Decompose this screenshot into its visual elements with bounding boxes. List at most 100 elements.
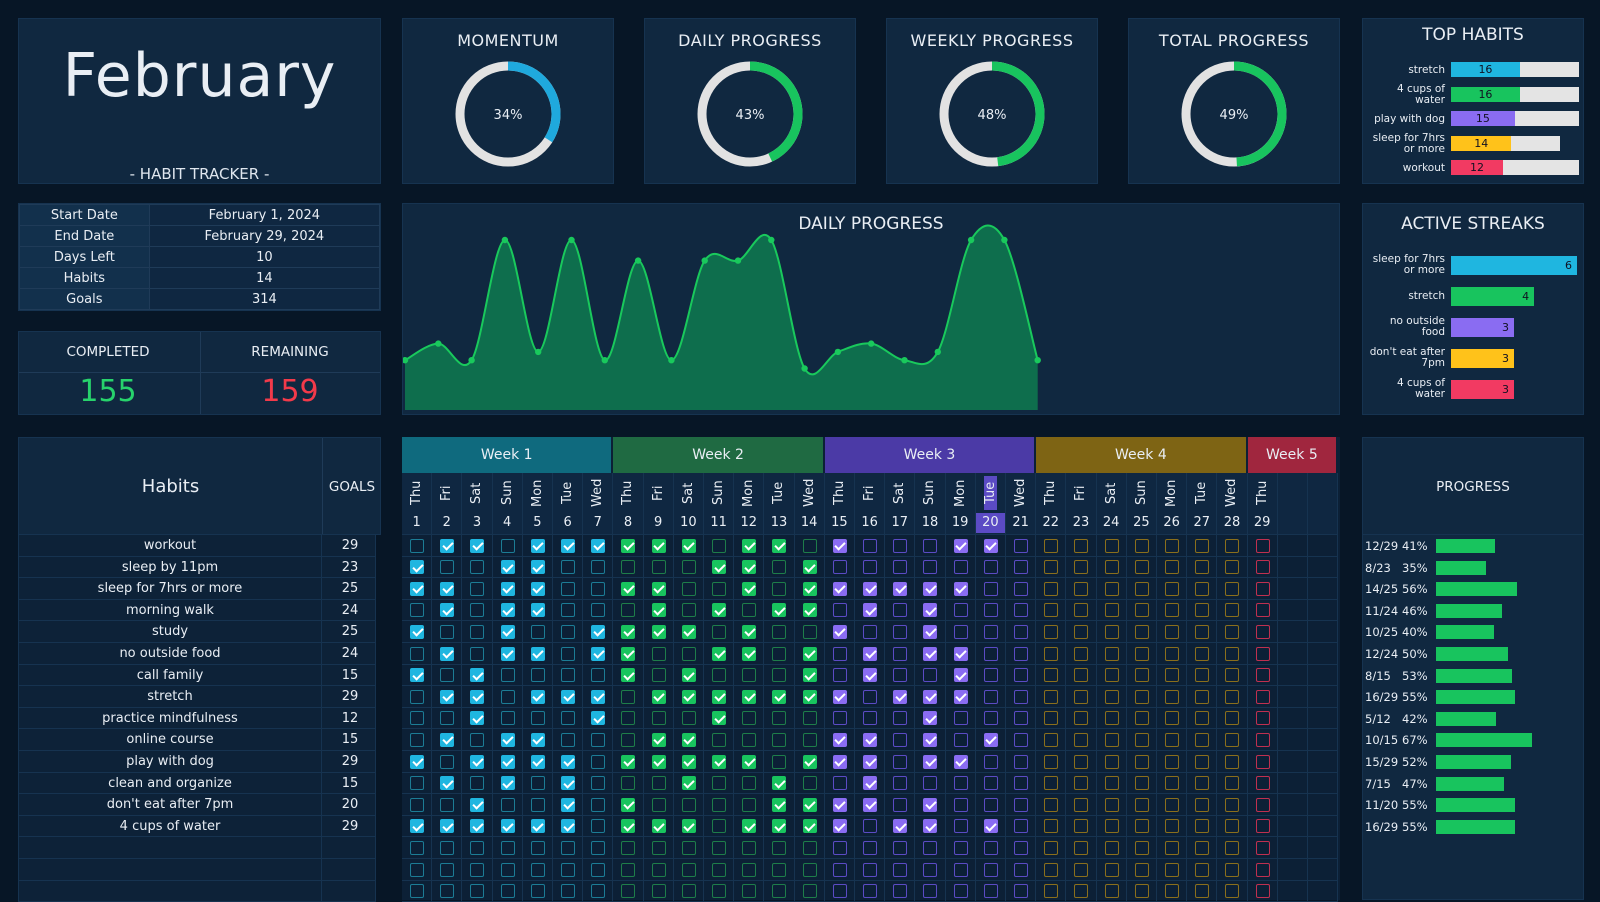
habit-checkbox[interactable] [591, 646, 606, 661]
habit-checkbox[interactable] [500, 776, 515, 791]
habit-checkbox[interactable] [863, 646, 877, 661]
habit-checkbox[interactable] [1195, 560, 1210, 575]
habit-checkbox[interactable] [742, 797, 757, 812]
habit-checkbox[interactable] [1014, 732, 1028, 747]
habit-checkbox[interactable] [742, 538, 757, 553]
habit-checkbox[interactable] [1014, 819, 1028, 834]
habit-checkbox[interactable] [651, 581, 666, 596]
habit-checkbox[interactable] [772, 797, 787, 812]
habit-checkbox[interactable] [983, 538, 998, 553]
habit-checkbox[interactable] [440, 560, 455, 575]
habit-checkbox[interactable] [1104, 840, 1119, 855]
habit-checkbox[interactable] [983, 884, 998, 899]
habit-checkbox[interactable] [1074, 538, 1089, 553]
habit-checkbox[interactable] [621, 538, 636, 553]
habit-checkbox[interactable] [681, 624, 696, 639]
habit-checkbox[interactable] [1195, 862, 1210, 877]
habit-checkbox[interactable] [470, 754, 485, 769]
habit-checkbox[interactable] [742, 624, 757, 639]
habit-checkbox[interactable] [621, 732, 636, 747]
habit-checkbox[interactable] [591, 819, 606, 834]
habit-checkbox[interactable] [1225, 560, 1240, 575]
habit-checkbox[interactable] [953, 819, 968, 834]
habit-checkbox[interactable] [863, 884, 877, 899]
habit-checkbox[interactable] [893, 711, 908, 726]
habit-checkbox[interactable] [712, 538, 726, 553]
habit-checkbox[interactable] [983, 819, 998, 834]
habit-checkbox[interactable] [983, 754, 998, 769]
habit-checkbox[interactable] [1165, 581, 1179, 596]
habit-checkbox[interactable] [923, 884, 938, 899]
habit-checkbox[interactable] [440, 538, 455, 553]
habit-checkbox[interactable] [772, 819, 787, 834]
habit-checkbox[interactable] [1165, 624, 1179, 639]
habit-checkbox[interactable] [1195, 840, 1210, 855]
habit-checkbox[interactable] [1195, 732, 1210, 747]
habit-checkbox[interactable] [863, 560, 877, 575]
habit-checkbox[interactable] [1195, 754, 1210, 769]
habit-checkbox[interactable] [983, 840, 998, 855]
habit-checkbox[interactable] [923, 646, 938, 661]
habit-checkbox[interactable] [681, 776, 696, 791]
habit-checkbox[interactable] [410, 538, 424, 553]
habit-checkbox[interactable] [893, 668, 908, 683]
habit-checkbox[interactable] [1195, 538, 1210, 553]
habit-checkbox[interactable] [923, 797, 938, 812]
habit-checkbox[interactable] [1225, 862, 1240, 877]
habit-checkbox[interactable] [1074, 603, 1089, 618]
habit-checkbox[interactable] [1044, 732, 1059, 747]
habit-checkbox[interactable] [530, 581, 545, 596]
habit-checkbox[interactable] [1134, 581, 1149, 596]
habit-checkbox[interactable] [1044, 668, 1059, 683]
habit-checkbox[interactable] [1255, 624, 1270, 639]
habit-checkbox[interactable] [681, 840, 696, 855]
habit-checkbox[interactable] [470, 840, 485, 855]
habit-checkbox[interactable] [832, 538, 847, 553]
habit-checkbox[interactable] [500, 646, 515, 661]
habit-checkbox[interactable] [1195, 603, 1210, 618]
habit-checkbox[interactable] [470, 862, 485, 877]
habit-checkbox[interactable] [832, 862, 847, 877]
habit-checkbox[interactable] [863, 819, 877, 834]
habit-checkbox[interactable] [832, 689, 847, 704]
habit-checkbox[interactable] [983, 624, 998, 639]
habit-checkbox[interactable] [1255, 819, 1270, 834]
habit-checkbox[interactable] [712, 560, 726, 575]
habit-checkbox[interactable] [530, 819, 545, 834]
habit-checkbox[interactable] [1014, 797, 1028, 812]
habit-checkbox[interactable] [1044, 711, 1059, 726]
habit-checkbox[interactable] [742, 776, 757, 791]
habit-checkbox[interactable] [1044, 819, 1059, 834]
habit-checkbox[interactable] [1195, 797, 1210, 812]
habit-checkbox[interactable] [681, 646, 696, 661]
habit-checkbox[interactable] [893, 819, 908, 834]
habit-checkbox[interactable] [1074, 732, 1089, 747]
habit-checkbox[interactable] [530, 560, 545, 575]
habit-checkbox[interactable] [863, 538, 877, 553]
habit-checkbox[interactable] [530, 862, 545, 877]
habit-checkbox[interactable] [621, 819, 636, 834]
habit-checkbox[interactable] [530, 776, 545, 791]
habit-checkbox[interactable] [893, 862, 908, 877]
habit-checkbox[interactable] [440, 840, 455, 855]
habit-checkbox[interactable] [953, 862, 968, 877]
habit-checkbox[interactable] [712, 668, 726, 683]
habit-checkbox[interactable] [621, 581, 636, 596]
habit-checkbox[interactable] [1195, 819, 1210, 834]
habit-checkbox[interactable] [470, 603, 485, 618]
habit-checkbox[interactable] [591, 668, 606, 683]
habit-checkbox[interactable] [1255, 581, 1270, 596]
habit-checkbox[interactable] [530, 884, 545, 899]
habit-checkbox[interactable] [621, 646, 636, 661]
habit-checkbox[interactable] [561, 732, 575, 747]
habit-checkbox[interactable] [1225, 797, 1240, 812]
habit-checkbox[interactable] [832, 776, 847, 791]
habit-checkbox[interactable] [1165, 711, 1179, 726]
habit-checkbox[interactable] [440, 819, 455, 834]
habit-checkbox[interactable] [1014, 538, 1028, 553]
habit-checkbox[interactable] [651, 862, 666, 877]
habit-checkbox[interactable] [1255, 840, 1270, 855]
habit-checkbox[interactable] [863, 776, 877, 791]
habit-checkbox[interactable] [802, 711, 817, 726]
habit-checkbox[interactable] [440, 754, 455, 769]
